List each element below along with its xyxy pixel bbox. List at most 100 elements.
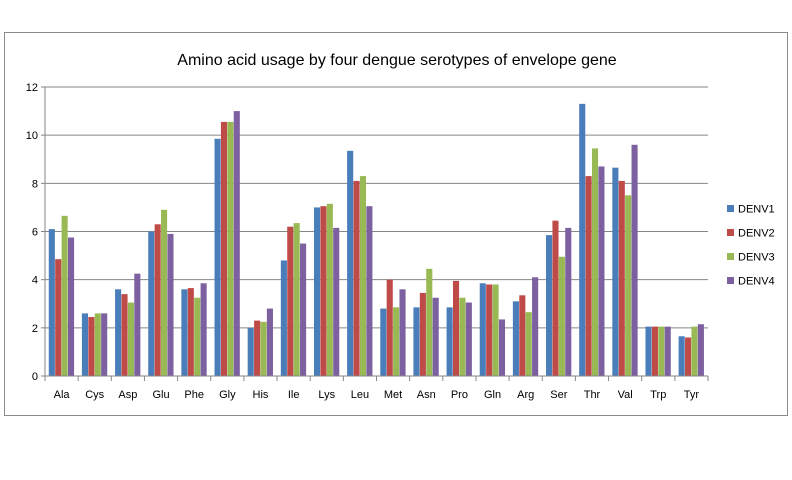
bar-denv3-ile [293,223,300,376]
bar-denv4-arg [532,277,539,376]
bar-denv1-phe [181,289,188,376]
bar-denv3-val [625,195,632,376]
bar-denv1-tyr [678,336,685,376]
bar-denv1-pro [446,307,453,376]
x-tick-label: Trp [650,389,666,401]
bar-denv2-tyr [685,337,692,376]
bar-denv2-asn [419,292,426,376]
bar-denv2-glu [154,224,161,376]
bar-denv1-leu [347,150,354,376]
bar-denv4-ser [565,227,572,376]
legend-label-denv4: DENV4 [738,276,775,288]
bar-denv4-pro [465,302,472,376]
bar-denv1-his [247,327,254,376]
bar-denv1-ile [280,260,287,376]
bar-denv3-phe [194,297,201,376]
bar-denv2-gln [486,284,493,376]
bar-denv3-thr [591,148,599,376]
bar-denv4-leu [366,206,373,376]
bar-denv1-gly [214,138,221,376]
x-tick-label: Glu [152,389,169,401]
bar-denv2-lys [320,206,327,376]
bar-denv3-leu [359,176,367,376]
bar-denv4-gln [498,319,506,376]
bar-denv1-met [380,308,387,376]
bar-denv3-ala [61,215,68,376]
y-tick-label: 2 [32,323,38,335]
chart-area: Amino acid usage by four dengue serotype… [4,32,788,416]
y-tick-label: 10 [26,130,38,142]
legend-swatch-denv3 [727,253,734,260]
x-tick-label: Ile [288,389,300,401]
legend-label-denv1: DENV1 [738,204,775,216]
bar-denv1-ser [546,235,553,376]
bar-denv1-thr [579,103,586,376]
y-tick-label: 8 [32,178,38,190]
bar-denv1-val [612,167,619,376]
x-tick-label: Thr [584,389,601,401]
bar-denv4-ala [67,237,75,376]
x-tick-label: Ala [54,389,71,401]
bar-denv3-his [260,321,267,376]
x-tick-label: Leu [351,389,369,401]
x-tick-label: His [253,389,269,401]
y-tick-label: 6 [32,227,38,239]
bar-denv4-tyr [697,324,704,376]
bar-denv2-met [386,279,393,376]
bar-denv4-glu [167,233,174,376]
x-tick-label: Val [618,389,633,401]
bar-denv1-glu [148,231,155,376]
bar-denv2-pro [452,280,460,376]
bar-denv2-trp [651,326,658,376]
bar-denv4-trp [664,326,671,376]
bar-denv2-ser [552,220,559,376]
x-tick-label: Gly [219,389,236,401]
bar-denv3-asp [127,302,134,376]
bar-denv4-ile [300,243,307,376]
x-tick-label: Cys [85,389,104,401]
x-tick-label: Phe [184,389,204,401]
bar-denv2-leu [353,180,360,376]
bar-denv4-asn [432,297,439,376]
bar-denv2-cys [88,316,95,376]
x-tick-label: Asp [118,389,137,401]
legend-label-denv2: DENV2 [738,228,775,240]
bar-denv3-gln [492,284,499,376]
x-tick-label: Ser [550,389,567,401]
bar-denv3-ser [558,256,565,376]
chart-title: Amino acid usage by four dengue serotype… [177,52,617,69]
x-tick-label: Tyr [684,389,700,401]
bar-denv1-trp [645,326,652,376]
bar-denv4-phe [200,283,207,376]
bar-denv1-gln [479,283,486,376]
bar-denv4-met [399,289,406,376]
bar-denv4-gly [233,111,240,376]
bar-denv2-thr [585,176,592,376]
bar-denv4-asp [134,273,141,376]
bar-denv1-arg [512,301,519,376]
legend-swatch-denv4 [727,277,734,284]
bar-denv2-asp [121,294,128,376]
y-tick-label: 4 [32,275,38,287]
legend-label-denv3: DENV3 [738,252,775,264]
x-tick-label: Asn [417,389,436,401]
bar-denv2-ile [287,226,294,376]
bar-denv2-gly [220,121,228,376]
bar-chart: Amino acid usage by four dengue serotype… [26,52,775,401]
bar-denv1-asn [413,307,420,376]
x-tick-label: Arg [517,389,534,401]
bar-denv2-arg [519,295,526,376]
bar-denv2-phe [187,288,194,376]
x-tick-label: Lys [318,389,335,401]
bar-denv1-cys [81,313,89,376]
bar-denv4-cys [101,313,108,376]
bar-denv2-ala [55,259,62,376]
bar-denv3-lys [326,203,333,376]
y-tick-label: 12 [26,82,38,94]
bar-denv3-cys [94,313,101,376]
bar-denv3-asn [426,268,433,376]
bar-denv3-pro [459,297,466,376]
bar-denv2-val [618,180,625,376]
bar-denv4-lys [333,227,340,376]
bar-denv3-arg [525,312,532,376]
